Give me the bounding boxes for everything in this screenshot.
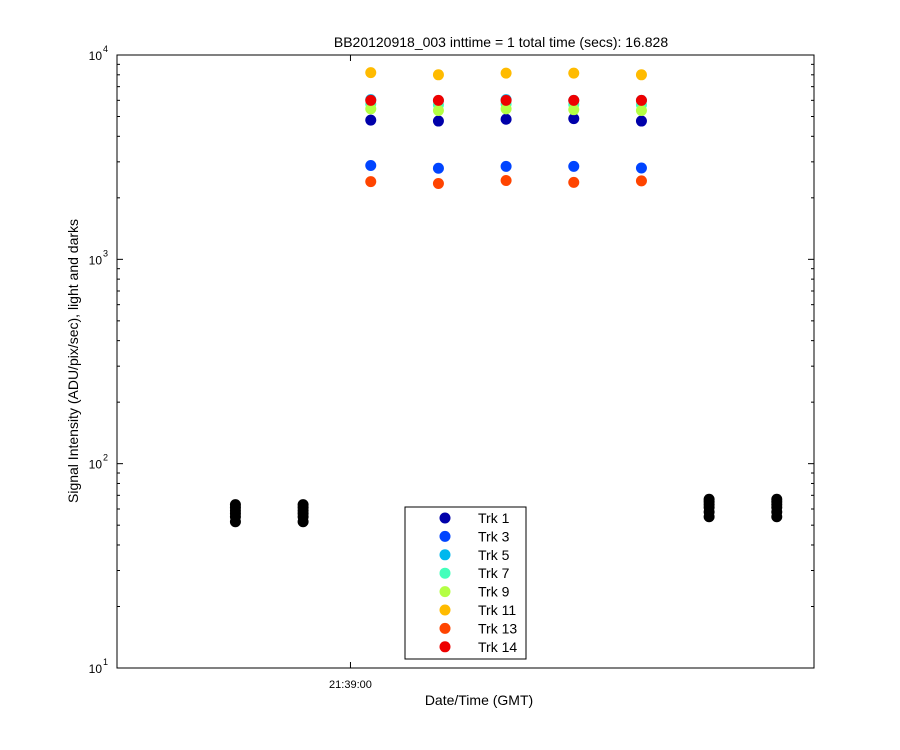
dark-point (297, 499, 309, 511)
series-point (432, 178, 444, 190)
series-point (500, 160, 512, 172)
legend-marker (439, 586, 451, 598)
y-tick-exponent: 3 (103, 248, 108, 258)
series-point (432, 105, 444, 117)
legend-marker (439, 512, 451, 524)
series-point (635, 69, 647, 81)
y-tick-exponent: 1 (103, 657, 108, 667)
series-point (568, 104, 580, 116)
legend-label: Trk 1 (478, 510, 510, 526)
dark-point (703, 493, 715, 505)
legend-label: Trk 13 (478, 620, 517, 636)
y-tick-label: 10 (89, 253, 103, 267)
series-point (365, 67, 377, 79)
series-point (568, 160, 580, 172)
series-point (432, 94, 444, 106)
series-point (635, 162, 647, 174)
series-point (635, 105, 647, 117)
dark-point (771, 493, 783, 505)
legend-label: Trk 11 (478, 602, 516, 618)
legend-box (404, 506, 527, 660)
legend-marker (439, 530, 451, 542)
legend: Trk 1 Trk 3 Trk 5 Trk 7 Trk 9 Trk 11 Trk 13 Trk… (404, 506, 527, 660)
dark-point (229, 499, 241, 511)
y-tick-label: 10 (89, 662, 103, 676)
legend-marker (439, 567, 451, 579)
series-point (568, 113, 580, 125)
y-axis-label: Signal Intensity (ADU/pix/sec), light an… (65, 219, 81, 503)
legend-label: Trk 14 (478, 639, 517, 655)
series-point (432, 115, 444, 127)
y-tick-label: 10 (89, 458, 103, 472)
series-point (365, 94, 377, 106)
x-tick-label: 21:39:00 (329, 679, 372, 691)
series-point (500, 103, 512, 115)
legend-label: Trk 5 (478, 547, 510, 563)
legend-marker (439, 549, 451, 561)
series-point (500, 175, 512, 187)
legend-label: Trk 9 (478, 584, 510, 600)
chart-title: BB20120918_003 inttime = 1 total time (s… (334, 34, 668, 50)
data-points (229, 67, 783, 528)
y-tick-exponent: 4 (103, 44, 108, 54)
series-point (365, 114, 377, 126)
x-axis-label: Date/Time (GMT) (425, 692, 533, 708)
y-tick-exponent: 2 (103, 453, 108, 463)
legend-label: Trk 7 (478, 565, 510, 581)
series-point (568, 176, 580, 188)
legend-marker (439, 622, 451, 634)
series-point (635, 94, 647, 106)
series-point (500, 94, 512, 106)
series-point (568, 94, 580, 106)
y-tick-label: 10 (89, 49, 103, 63)
series-point (500, 113, 512, 125)
legend-label: Trk 3 (478, 528, 510, 544)
legend-marker (439, 604, 451, 616)
series-point (432, 69, 444, 81)
series-point (635, 115, 647, 127)
series-point (635, 175, 647, 187)
legend-marker (439, 641, 451, 653)
series-point (365, 176, 377, 188)
series-point (365, 159, 377, 171)
series-point (432, 162, 444, 174)
series-point (500, 67, 512, 79)
series-point (365, 103, 377, 115)
series-point (568, 67, 580, 79)
